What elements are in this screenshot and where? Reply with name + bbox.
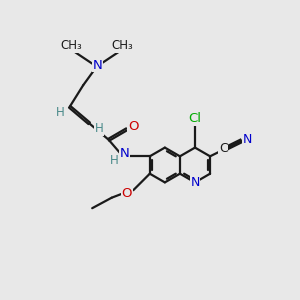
Text: N: N (120, 147, 130, 161)
Text: H: H (110, 154, 119, 167)
Text: CH₃: CH₃ (61, 39, 82, 52)
Text: CH₃: CH₃ (111, 39, 133, 52)
Text: H: H (56, 106, 64, 119)
Text: Cl: Cl (188, 112, 202, 125)
Text: C: C (219, 142, 228, 155)
Text: O: O (128, 120, 139, 133)
Text: N: N (243, 133, 252, 146)
Text: H: H (94, 122, 103, 135)
Text: O: O (122, 187, 132, 200)
Text: N: N (92, 58, 102, 72)
Text: N: N (190, 176, 200, 189)
